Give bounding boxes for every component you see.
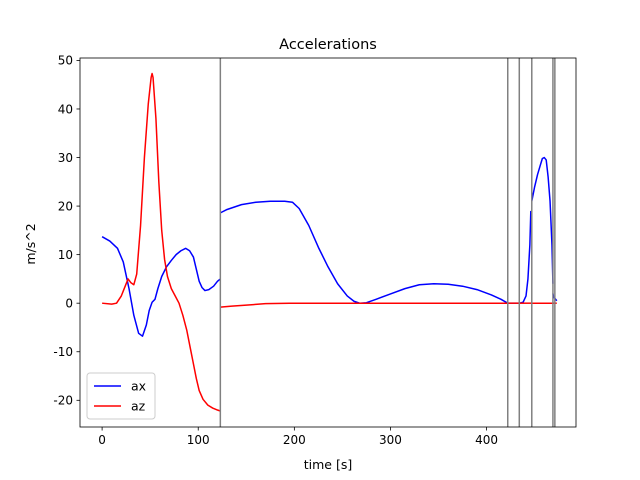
legend-label-ax: ax [131, 379, 146, 394]
x-tick-label: 400 [475, 433, 498, 447]
x-tick-label: 100 [187, 433, 210, 447]
plot-content [101, 58, 558, 427]
series-ax-segment-2 [220, 200, 509, 304]
series-ax-segment-5 [531, 156, 554, 284]
series-az-segment-2 [220, 302, 508, 308]
y-tick-label: 40 [58, 102, 73, 116]
axes-frame [79, 57, 577, 428]
legend-box [86, 372, 156, 420]
y-tick-label: 20 [58, 199, 73, 213]
chart-title: Accelerations [279, 37, 377, 53]
y-tick-label: -20 [53, 394, 73, 408]
y-tick-label: 10 [58, 248, 73, 262]
x-tick-label: 300 [379, 433, 402, 447]
x-axis-label: time [s] [304, 457, 352, 472]
y-tick-label: 0 [65, 296, 73, 310]
x-tick-label: 0 [98, 433, 106, 447]
series-az-segment-1 [102, 72, 221, 412]
y-tick-label: 50 [58, 54, 73, 68]
legend-label-az: az [131, 399, 146, 414]
y-axis-label: m/s^2 [23, 223, 38, 264]
x-tick-label: 200 [283, 433, 306, 447]
legend: ax az [86, 372, 156, 420]
y-tick-label: 30 [58, 151, 73, 165]
series-ax-segment-4 [519, 210, 532, 304]
y-tick-label: -10 [53, 345, 73, 359]
plot-area [101, 58, 558, 427]
axes: 0 100 200 300 400 -20 -10 0 10 20 30 40 50 [53, 54, 577, 447]
